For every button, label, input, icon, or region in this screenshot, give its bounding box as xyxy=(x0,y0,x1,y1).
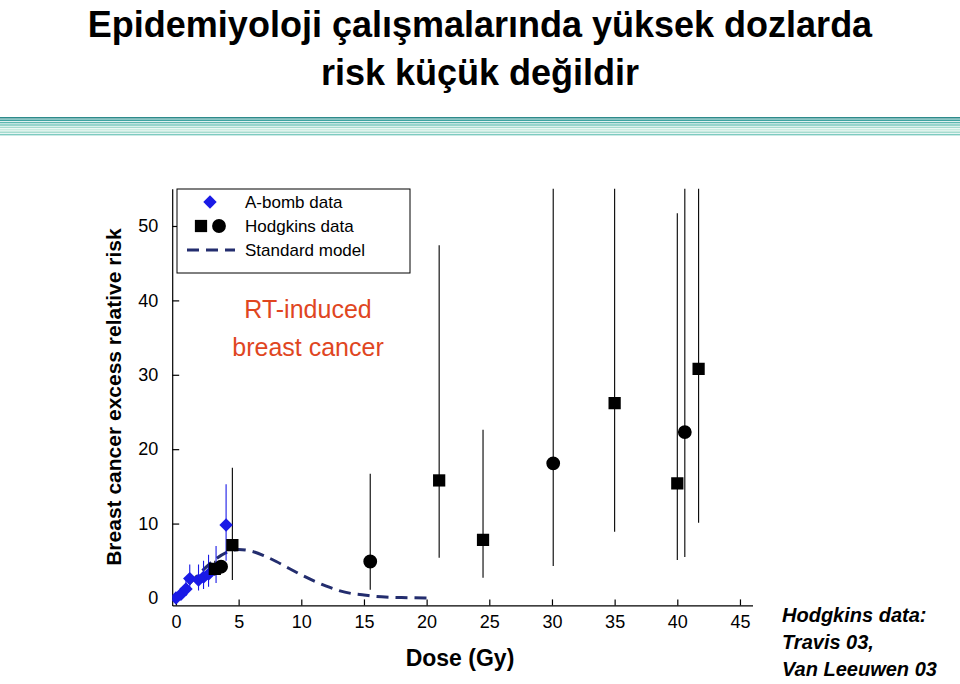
point xyxy=(671,477,683,489)
point xyxy=(214,560,228,574)
title: Epidemiyoloji çalışmalarında yüksek dozl… xyxy=(88,4,873,45)
error-bar xyxy=(439,245,440,557)
x-tick: 30 xyxy=(542,599,562,632)
error-bar xyxy=(698,189,699,523)
x-tick-mark xyxy=(239,599,240,605)
x-axis-line xyxy=(173,605,753,606)
model-line xyxy=(176,550,427,598)
y-axis: 0 10 20 30 40 50 xyxy=(138,189,179,608)
y-axis-line xyxy=(172,189,173,606)
x-tick: 25 xyxy=(480,599,500,632)
y-tick-mark xyxy=(172,300,179,301)
x-tick-label: 20 xyxy=(417,612,437,632)
y-tick-label: 40 xyxy=(138,291,158,311)
x-tick-mark xyxy=(677,599,678,605)
point xyxy=(692,363,704,375)
x-tick-mark xyxy=(427,599,428,605)
point xyxy=(609,397,621,409)
legend: A-bomb data Hodgkins data Standard model xyxy=(177,189,410,273)
x-tick-mark xyxy=(364,599,365,605)
error-bar xyxy=(482,430,483,578)
legend-label: Hodgkins data xyxy=(245,217,354,236)
y-tick-label: 20 xyxy=(138,439,158,459)
source-note: Hodgkins data: xyxy=(782,604,926,626)
x-tick-mark xyxy=(740,599,741,605)
legend-swatch xyxy=(212,219,226,233)
point xyxy=(546,456,560,470)
x-tick: 10 xyxy=(292,599,312,632)
y-tick-label: 0 xyxy=(148,588,158,608)
x-axis-title: Dose (Gy) xyxy=(406,645,515,671)
y-tick-label: 50 xyxy=(138,216,158,236)
x-tick-label: 30 xyxy=(542,612,562,632)
point xyxy=(678,425,692,439)
plot-area xyxy=(172,189,705,605)
y-axis-title: Breast cancer excess relative risk xyxy=(102,228,125,566)
y-tick-mark xyxy=(172,523,179,524)
y-tick: 50 xyxy=(138,216,179,236)
x-tick-label: 35 xyxy=(605,612,625,632)
y-tick-mark xyxy=(172,449,179,450)
legend-swatch xyxy=(187,249,235,252)
decoration xyxy=(0,127,960,129)
y-tick: 20 xyxy=(138,439,179,459)
x-tick-label: 15 xyxy=(354,612,374,632)
x-tick: 40 xyxy=(668,599,688,632)
error-bar xyxy=(553,189,554,566)
error-bar xyxy=(684,189,685,557)
point xyxy=(363,555,377,569)
x-tick: 35 xyxy=(605,599,625,632)
error-bar xyxy=(677,213,678,560)
y-tick-label: 30 xyxy=(138,365,158,385)
point xyxy=(433,474,445,486)
y-tick-mark xyxy=(172,375,179,376)
legend-label: A-bomb data xyxy=(245,193,343,212)
decoration xyxy=(0,119,960,121)
x-tick-label: 10 xyxy=(292,612,312,632)
legend-swatch xyxy=(203,195,216,208)
decoration xyxy=(0,124,960,126)
legend-label: Standard model xyxy=(245,241,365,260)
point xyxy=(219,518,232,531)
x-tick-label: 40 xyxy=(668,612,688,632)
x-axis: 0 5 10 15 20 25 30 35 40 45 xyxy=(171,599,753,632)
y-tick-label: 10 xyxy=(138,514,158,534)
source-note: Van Leeuwen 03 xyxy=(782,658,937,680)
title: risk küçük değildir xyxy=(321,52,639,93)
y-tick: 40 xyxy=(138,291,179,311)
x-tick: 5 xyxy=(234,599,244,632)
x-tick-mark xyxy=(489,599,490,605)
x-tick-label: 5 xyxy=(234,612,244,632)
x-tick-mark xyxy=(301,599,302,605)
annotation: breast cancer xyxy=(232,333,383,361)
point xyxy=(226,539,238,551)
error-bar xyxy=(614,189,615,532)
x-tick-label: 45 xyxy=(730,612,750,632)
x-tick-mark xyxy=(552,599,553,605)
annotation: RT-induced xyxy=(244,295,371,323)
x-tick: 15 xyxy=(354,599,374,632)
source-note: Travis 03, xyxy=(782,631,874,653)
x-tick-label: 25 xyxy=(480,612,500,632)
x-tick-mark xyxy=(615,599,616,605)
x-tick: 20 xyxy=(417,599,437,632)
error-bar xyxy=(232,468,233,580)
error-bar xyxy=(370,474,371,590)
decoration xyxy=(0,122,960,124)
legend-box xyxy=(177,189,410,273)
chart: Epidemiyoloji çalışmalarında yüksek dozl… xyxy=(0,0,960,684)
decoration xyxy=(0,117,960,119)
decoration xyxy=(0,131,960,133)
x-tick: 45 xyxy=(730,599,750,632)
decoration xyxy=(0,129,960,131)
point xyxy=(477,534,489,546)
legend-swatch xyxy=(195,220,207,232)
x-tick-label: 0 xyxy=(171,612,181,632)
y-tick: 30 xyxy=(138,365,179,385)
y-tick: 10 xyxy=(138,514,179,534)
decoration xyxy=(0,134,960,136)
